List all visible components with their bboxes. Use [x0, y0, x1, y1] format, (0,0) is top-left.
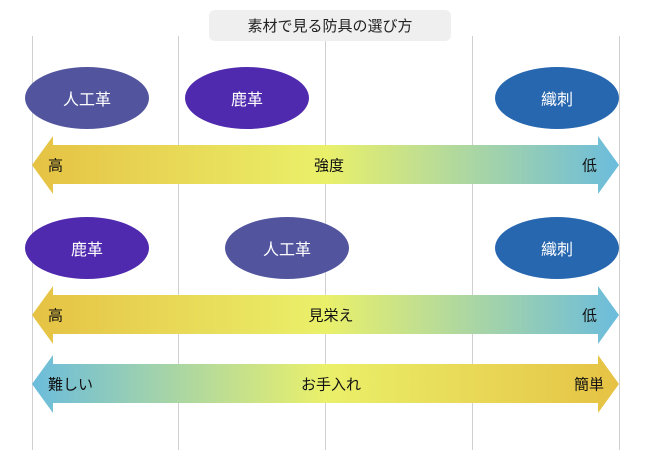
diagram-title: 素材で見る防具の選び方	[209, 10, 451, 41]
material-deer-leather: 鹿革	[185, 67, 309, 129]
grid-line	[619, 36, 620, 450]
material-woven: 織刺	[495, 67, 619, 129]
grid-line	[472, 36, 473, 450]
appearance-arrow	[32, 286, 619, 344]
material-woven: 織刺	[495, 217, 619, 279]
arrow-left-label: 難しい	[48, 375, 94, 394]
arrow-left-label: 高	[48, 156, 64, 175]
material-deer-leather: 鹿革	[25, 217, 149, 279]
arrow-center-label: お手入れ	[300, 375, 362, 394]
arrow-right-label: 低	[581, 306, 597, 325]
arrow-center-label: 見栄え	[308, 306, 354, 325]
strength-arrow	[32, 136, 619, 194]
material-synthetic-leather: 人工革	[225, 217, 349, 279]
arrow-left-label: 高	[48, 306, 64, 325]
arrow-right-label: 簡単	[573, 375, 604, 394]
maintenance-arrow	[32, 355, 619, 413]
arrow-center-label: 強度	[313, 156, 345, 175]
material-synthetic-leather: 人工革	[25, 67, 149, 129]
grid-line	[178, 36, 179, 450]
arrow-right-label: 低	[581, 156, 597, 175]
